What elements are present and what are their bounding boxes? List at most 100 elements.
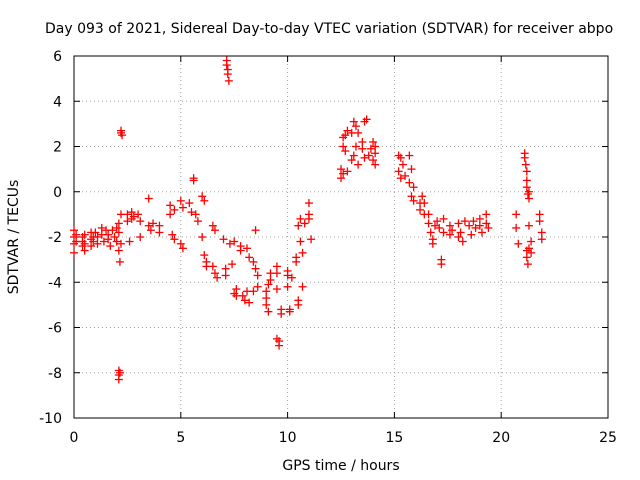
data-point-marker: [371, 142, 380, 151]
data-point-marker: [522, 253, 531, 262]
data-point-marker: [149, 219, 158, 228]
data-point-marker: [253, 271, 262, 280]
data-point-marker: [225, 239, 234, 248]
data-point-marker: [523, 260, 532, 269]
data-point-marker: [136, 233, 145, 241]
data-point-marker: [358, 144, 367, 153]
data-point-marker: [405, 151, 414, 160]
y-tick-label: -4: [48, 275, 62, 291]
data-point-marker: [114, 219, 123, 228]
data-point-marker: [127, 208, 136, 217]
data-point-marker: [298, 282, 307, 291]
data-point-marker: [185, 199, 194, 208]
data-point-marker: [475, 221, 484, 230]
data-point-marker: [72, 230, 81, 239]
data-point-marker: [264, 280, 273, 289]
data-point-marker: [349, 151, 358, 160]
data-point-marker: [176, 196, 185, 205]
y-tick-label: 0: [53, 185, 62, 201]
data-point-marker: [283, 271, 292, 280]
data-point-marker: [416, 205, 425, 214]
data-point-marker: [298, 248, 307, 257]
data-point-marker: [407, 165, 416, 174]
data-point-marker: [272, 262, 281, 271]
data-point-marker: [522, 167, 531, 176]
data-point-marker: [296, 214, 305, 223]
data-point-marker: [418, 192, 427, 201]
data-point-marker: [236, 246, 245, 255]
data-point-marker: [264, 307, 273, 316]
x-tick-label: 5: [176, 430, 185, 446]
data-point-marker: [230, 237, 239, 246]
data-point-marker: [222, 61, 231, 70]
data-point-marker: [221, 264, 230, 273]
data-point-marker: [371, 160, 380, 169]
data-point-marker: [80, 239, 89, 248]
x-tick-label: 0: [70, 430, 79, 446]
data-point-marker: [294, 221, 303, 230]
data-point-marker: [208, 262, 217, 271]
data-point-marker: [524, 194, 533, 203]
data-point-marker: [166, 210, 175, 219]
data-point-marker: [115, 257, 124, 266]
data-point-marker: [341, 131, 350, 140]
data-point-marker: [360, 153, 369, 162]
data-point-marker: [170, 235, 179, 244]
data-point-marker: [224, 76, 233, 85]
data-point-marker: [339, 142, 348, 151]
data-point-marker: [524, 244, 533, 253]
data-point-marker: [430, 221, 439, 230]
data-point-marker: [512, 210, 521, 219]
data-point-marker: [448, 226, 457, 235]
y-tick-label: -2: [48, 230, 62, 246]
y-axis-label: SDTVAR / TECUs: [6, 180, 22, 295]
data-point-marker: [115, 368, 124, 377]
data-point-marker: [191, 210, 200, 219]
data-point-marker: [351, 142, 360, 151]
data-point-marker: [482, 219, 491, 228]
y-tick-label: -8: [48, 366, 62, 382]
data-point-marker: [512, 223, 521, 232]
data-point-marker: [471, 223, 480, 232]
data-point-marker: [80, 246, 89, 255]
data-point-marker: [155, 228, 164, 237]
data-point-marker: [484, 223, 493, 232]
data-point-marker: [99, 237, 108, 246]
data-point-marker: [240, 296, 249, 305]
data-point-marker: [245, 253, 254, 262]
y-tick-label: -10: [39, 411, 62, 427]
data-point-marker: [537, 235, 546, 244]
data-point-marker: [521, 160, 530, 169]
data-point-marker: [114, 375, 123, 384]
data-point-marker: [362, 115, 371, 124]
data-point-marker: [437, 260, 446, 269]
data-point-marker: [445, 230, 454, 239]
data-point-marker: [341, 147, 350, 156]
data-point-marker: [469, 217, 478, 226]
data-point-marker: [266, 275, 275, 284]
data-point-marker: [123, 210, 132, 219]
data-point-marker: [307, 235, 316, 244]
data-point-marker: [155, 221, 164, 230]
data-point-marker: [178, 244, 187, 253]
data-point-marker: [287, 273, 296, 282]
data-point-marker: [243, 244, 252, 253]
y-tick-label: -6: [48, 321, 62, 337]
data-point-marker: [343, 126, 352, 135]
data-point-marker: [358, 137, 367, 146]
data-point-marker: [285, 307, 294, 316]
data-point-marker: [401, 171, 410, 180]
data-point-marker: [112, 223, 121, 232]
data-point-marker: [221, 271, 230, 280]
data-point-marker: [253, 282, 262, 291]
data-point-marker: [351, 122, 360, 131]
x-tick-label: 25: [599, 430, 617, 446]
data-point-marker: [219, 235, 228, 244]
data-point-marker: [409, 196, 418, 205]
data-point-marker: [114, 246, 123, 255]
data-point-marker: [366, 144, 375, 153]
data-point-marker: [193, 217, 202, 226]
data-point-marker: [364, 151, 373, 160]
data-point-marker: [527, 248, 536, 257]
data-point-marker: [97, 223, 106, 232]
